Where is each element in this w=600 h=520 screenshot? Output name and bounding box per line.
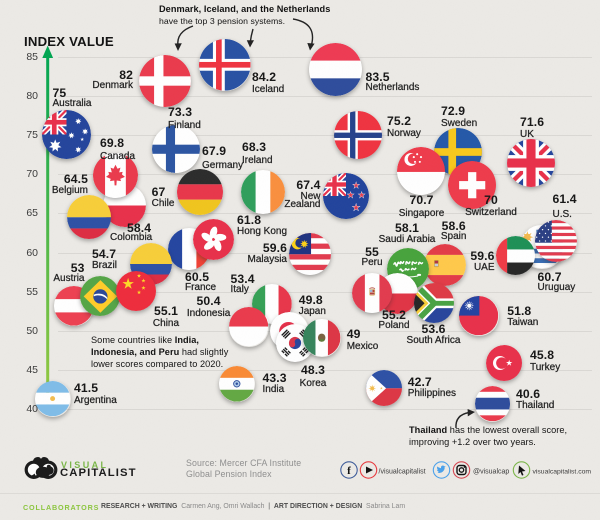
svg-text:/visualcapitalist: /visualcapitalist: [379, 468, 426, 475]
svg-text:@visualcap: @visualcap: [473, 468, 509, 475]
svg-text:visualcapitalist.com: visualcapitalist.com: [533, 468, 592, 475]
svg-text:f: f: [347, 465, 351, 477]
